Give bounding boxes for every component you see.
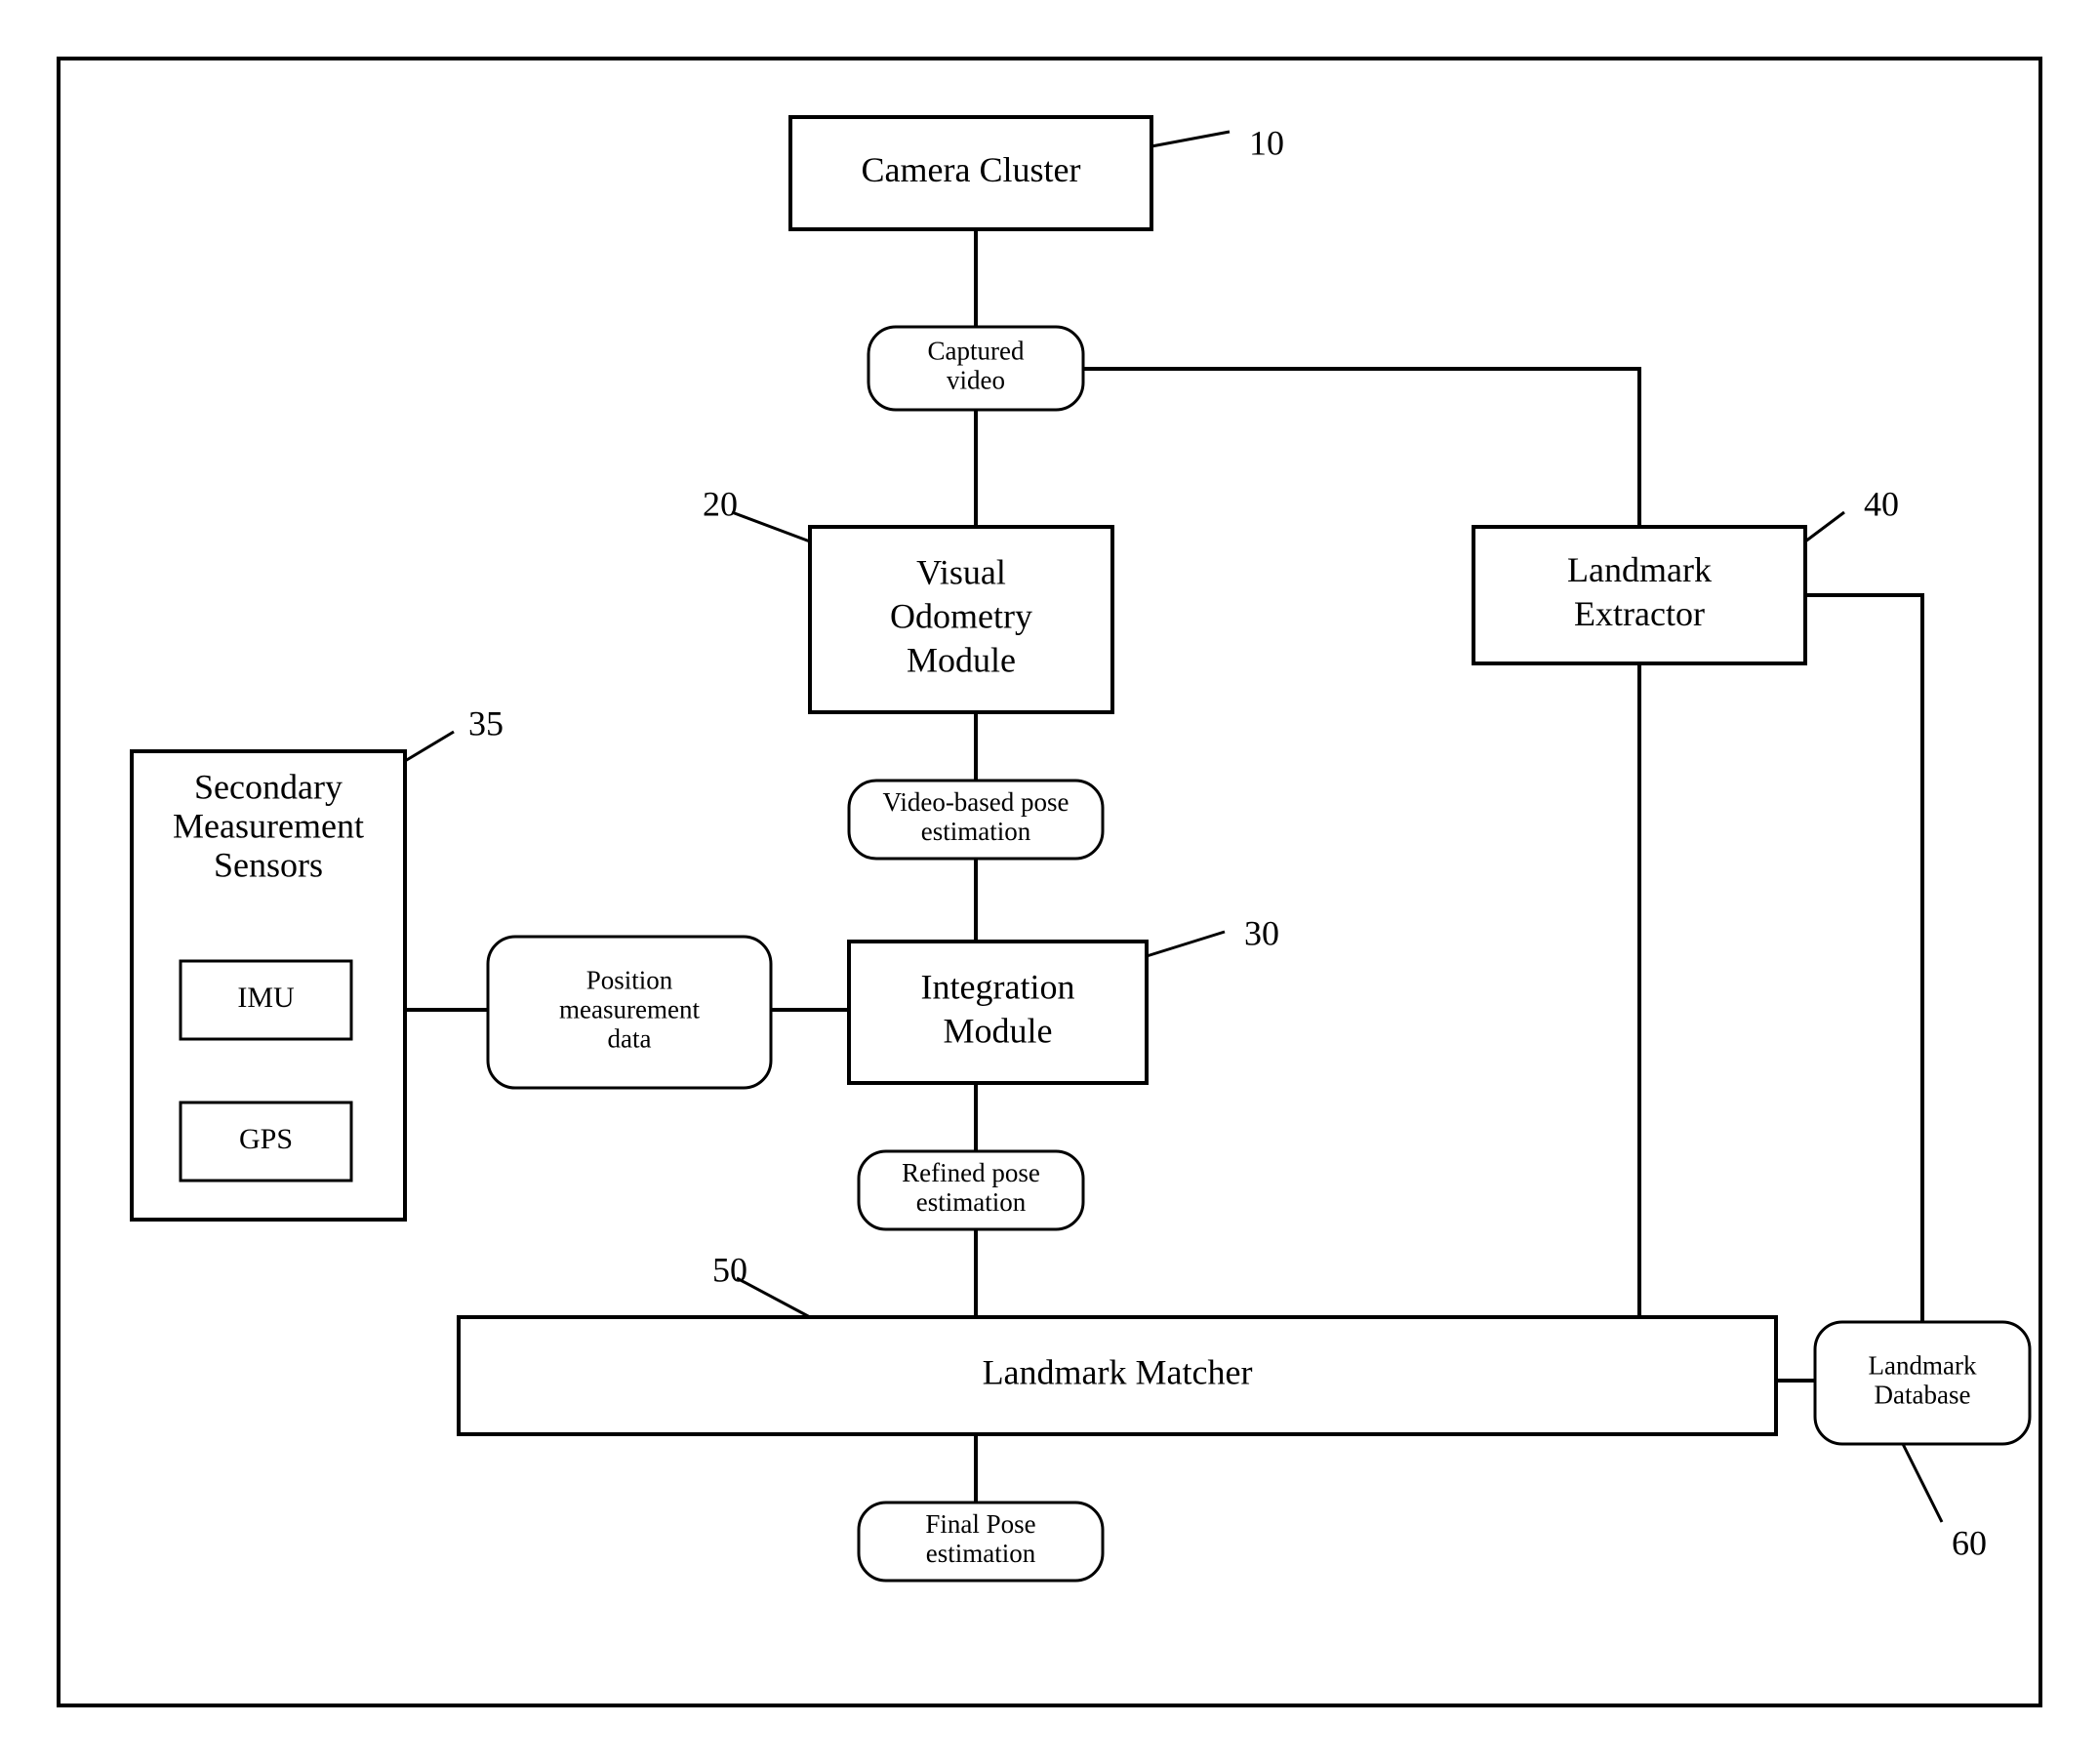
- node-gps: GPS: [181, 1102, 351, 1181]
- node-captured: Capturedvideo: [868, 327, 1083, 410]
- lex-ref-number: 40: [1864, 484, 1899, 523]
- sms-title-line-2: Sensors: [214, 845, 323, 884]
- node-matcher: Landmark Matcher 50: [459, 1250, 1776, 1434]
- ref-lead-sms: [405, 732, 454, 761]
- ldb-ref-number: 60: [1952, 1523, 1987, 1562]
- vbpe-label-line-0: Video-based pose: [882, 787, 1069, 817]
- node-vo: Visual Odometry Module 20: [703, 484, 1112, 712]
- edge-captured-to-lex: [1083, 369, 1639, 527]
- camera-ref-number: 10: [1249, 123, 1284, 162]
- refined-label-line-1: estimation: [916, 1187, 1027, 1217]
- vo-label-line-2: Module: [907, 640, 1016, 679]
- pmd-label-line-0: Position: [586, 966, 673, 995]
- ref-lead-ldb: [1903, 1444, 1942, 1522]
- vo-label-line-0: Visual: [916, 552, 1006, 591]
- node-lex: Landmark Extractor 40: [1473, 484, 1899, 663]
- sms-title-line-1: Measurement: [173, 806, 364, 845]
- refined-label-line-0: Refined pose: [902, 1158, 1040, 1187]
- ldb-label-line-1: Database: [1875, 1381, 1971, 1410]
- edge-lex-to-ldb: [1805, 595, 1922, 1322]
- node-final: Final Poseestimation: [859, 1503, 1103, 1581]
- final-label-line-0: Final Pose: [925, 1509, 1035, 1539]
- imu-label-line-0: IMU: [237, 982, 295, 1014]
- node-vbpe: Video-based poseestimation: [849, 781, 1103, 859]
- node-pmd: Positionmeasurementdata: [488, 937, 771, 1088]
- captured-label-line-0: Captured: [928, 337, 1025, 366]
- pmd-label-line-1: measurement: [559, 995, 700, 1024]
- ref-lead-camera: [1151, 132, 1230, 146]
- camera-label-line-0: Camera Cluster: [862, 150, 1081, 189]
- node-refined: Refined poseestimation: [859, 1151, 1083, 1229]
- vo-ref-number: 20: [703, 484, 738, 523]
- integ-ref-number: 30: [1244, 913, 1279, 952]
- ref-lead-lex: [1805, 512, 1844, 541]
- ref-lead-matcher: [737, 1278, 810, 1317]
- final-label-line-1: estimation: [926, 1539, 1036, 1568]
- ref-lead-integ: [1147, 932, 1225, 956]
- ldb-label-line-0: Landmark: [1869, 1351, 1977, 1381]
- vo-label-line-1: Odometry: [890, 596, 1032, 635]
- integ-label-line-0: Integration: [921, 967, 1075, 1006]
- flowchart-canvas: Camera Cluster 10 Capturedvideo Visual Odome…: [0, 0, 2099, 1764]
- gps-label-line-0: GPS: [239, 1123, 293, 1155]
- node-integ: Integration Module 30: [849, 913, 1279, 1083]
- matcher-ref-number: 50: [712, 1250, 747, 1289]
- node-ldb: LandmarkDatabase 60: [1815, 1322, 2030, 1562]
- matcher-label-line-0: Landmark Matcher: [983, 1352, 1253, 1391]
- sms-ref-number: 35: [468, 703, 504, 742]
- pmd-label-line-2: data: [608, 1024, 652, 1054]
- ref-lead-vo: [732, 512, 810, 541]
- integ-label-line-1: Module: [944, 1011, 1053, 1050]
- node-imu: IMU: [181, 961, 351, 1039]
- captured-label-line-1: video: [947, 366, 1005, 395]
- sms-title-line-0: Secondary: [194, 767, 343, 806]
- lex-label-line-0: Landmark: [1567, 550, 1712, 589]
- vbpe-label-line-1: estimation: [921, 817, 1031, 846]
- lex-label-line-1: Extractor: [1574, 594, 1705, 633]
